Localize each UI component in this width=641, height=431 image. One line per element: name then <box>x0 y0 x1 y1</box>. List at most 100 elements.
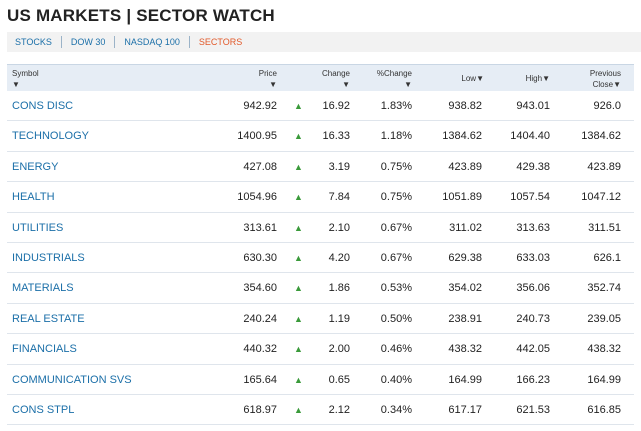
high-cell: 429.38 <box>516 160 550 173</box>
previous-close-cell: 616.85 <box>587 403 621 416</box>
sector-symbol-link[interactable]: INDUSTRIALS <box>12 251 85 264</box>
table-row: UTILITIES 313.61 ▲ 2.10 0.67% 311.02 313.63 311… <box>7 213 634 243</box>
up-arrow-icon: ▲ <box>294 283 303 294</box>
sector-symbol-link[interactable]: HEALTH <box>12 191 55 204</box>
previous-close-cell: 438.32 <box>587 343 621 356</box>
market-tabs: STOCKS DOW 30 NASDAQ 100 SECTORS <box>7 32 641 52</box>
previous-close-cell: 926.0 <box>593 100 621 112</box>
pct-change-cell: 0.46% <box>380 343 412 356</box>
up-arrow-icon: ▲ <box>294 161 303 172</box>
low-cell: 1384.62 <box>442 130 482 143</box>
price-cell: 618.97 <box>243 403 277 416</box>
low-cell: 617.17 <box>448 403 482 416</box>
change-cell: 16.92 <box>322 100 350 112</box>
change-cell: 3.19 <box>328 160 350 173</box>
price-cell: 630.30 <box>243 251 277 264</box>
up-arrow-icon: ▲ <box>294 222 303 233</box>
column-header-high[interactable]: High▼ <box>526 73 550 84</box>
high-cell: 1404.40 <box>510 130 550 143</box>
change-cell: 2.12 <box>328 403 350 416</box>
pct-change-cell: 0.40% <box>380 373 412 386</box>
sector-symbol-link[interactable]: MATERIALS <box>12 282 74 295</box>
sector-symbol-link[interactable]: CONS STPL <box>12 403 75 416</box>
previous-close-cell: 352.74 <box>587 282 621 295</box>
column-header-close-label: Close <box>592 80 614 89</box>
change-cell: 1.19 <box>328 312 350 325</box>
previous-close-cell: 626.1 <box>593 251 621 264</box>
table-row: ENERGY 427.08 ▲ 3.19 0.75% 423.89 429.38 423.89 <box>7 152 634 183</box>
column-header-low-label: Low <box>461 74 477 83</box>
pct-change-cell: 0.67% <box>380 251 412 264</box>
column-header-price-label: Price <box>258 69 277 78</box>
column-header-high-label: High <box>525 74 543 83</box>
sector-symbol-link[interactable]: UTILITIES <box>12 221 64 234</box>
tab-sectors[interactable]: SECTORS <box>198 37 243 47</box>
sector-symbol-link[interactable]: CONS DISC <box>12 100 74 112</box>
sort-arrow-icon: ▼ <box>404 80 412 89</box>
table-row: INDUSTRIALS 630.30 ▲ 4.20 0.67% 629.38 633.03 6… <box>7 243 634 274</box>
price-cell: 440.32 <box>243 343 277 356</box>
tab-dow-30[interactable]: DOW 30 <box>62 36 116 48</box>
high-cell: 943.01 <box>516 100 550 112</box>
column-header-low[interactable]: Low▼ <box>461 73 484 84</box>
sector-symbol-link[interactable]: TECHNOLOGY <box>12 130 90 143</box>
sort-arrow-icon: ▼ <box>342 80 350 89</box>
low-cell: 1051.89 <box>442 191 482 204</box>
pct-change-cell: 1.18% <box>380 130 412 143</box>
high-cell: 1057.54 <box>510 191 550 204</box>
previous-close-cell: 1384.62 <box>581 130 621 143</box>
change-cell: 4.20 <box>328 251 350 264</box>
sector-symbol-link[interactable]: ENERGY <box>12 160 59 173</box>
table-row: COMMUNICATION SVS 165.64 ▲ 0.65 0.40% 164.99 1… <box>7 365 634 395</box>
tab-stocks[interactable]: STOCKS <box>13 36 62 48</box>
column-header-change[interactable]: Change ▼ <box>322 68 350 90</box>
change-cell: 2.10 <box>328 221 350 234</box>
pct-change-cell: 0.75% <box>380 160 412 173</box>
high-cell: 240.73 <box>516 312 550 325</box>
sector-symbol-link[interactable]: FINANCIALS <box>12 343 77 356</box>
price-cell: 942.92 <box>243 100 277 112</box>
up-arrow-icon: ▲ <box>294 313 303 324</box>
sector-symbol-link[interactable]: REAL ESTATE <box>12 312 85 325</box>
table-row: HEALTH 1054.96 ▲ 7.84 0.75% 1051.89 1057.54 104… <box>7 182 634 213</box>
pct-change-cell: 0.67% <box>380 221 412 234</box>
high-cell: 633.03 <box>516 251 550 264</box>
table-header: Symbol ▼ Price ▼ Change ▼ %Change ▼ Low▼… <box>7 64 634 91</box>
sort-arrow-icon: ▼ <box>476 74 484 83</box>
up-arrow-icon: ▲ <box>294 101 303 111</box>
change-cell: 2.00 <box>328 343 350 356</box>
low-cell: 423.89 <box>448 160 482 173</box>
sector-table-body: CONS DISC 942.92 ▲ 16.92 1.83% 938.82 943.01 92… <box>7 91 634 426</box>
price-cell: 313.61 <box>243 221 277 234</box>
previous-close-cell: 311.51 <box>588 221 621 234</box>
column-header-change-label: Change <box>321 69 350 78</box>
column-header-pct-change[interactable]: %Change ▼ <box>377 68 412 90</box>
table-row: REAL ESTATE 240.24 ▲ 1.19 0.50% 238.91 240.73 2… <box>7 304 634 335</box>
column-header-previous-close[interactable]: Previous Close▼ <box>590 68 621 90</box>
pct-change-cell: 0.75% <box>380 191 412 204</box>
high-cell: 621.53 <box>516 403 550 416</box>
price-cell: 354.60 <box>243 282 277 295</box>
sector-symbol-link[interactable]: COMMUNICATION SVS <box>12 373 132 386</box>
price-cell: 240.24 <box>243 312 277 325</box>
change-cell: 0.65 <box>328 373 350 386</box>
tab-nasdaq-100[interactable]: NASDAQ 100 <box>115 36 190 48</box>
high-cell: 166.23 <box>516 373 550 386</box>
price-cell: 1054.96 <box>237 191 277 204</box>
up-arrow-icon: ▲ <box>294 344 303 355</box>
price-cell: 165.64 <box>243 373 277 386</box>
price-cell: 1400.95 <box>237 130 277 143</box>
sort-arrow-icon: ▼ <box>269 80 277 89</box>
change-cell: 1.86 <box>328 282 350 295</box>
table-row: TECHNOLOGY 1400.95 ▲ 16.33 1.18% 1384.62 1404.… <box>7 121 634 152</box>
pct-change-cell: 0.34% <box>380 403 412 416</box>
column-header-pct-change-label: %Change <box>376 69 412 78</box>
change-cell: 16.33 <box>322 130 350 143</box>
sort-arrow-icon: ▼ <box>12 80 20 89</box>
table-row: FINANCIALS 440.32 ▲ 2.00 0.46% 438.32 442.05 43… <box>7 334 634 365</box>
column-header-symbol-label: Symbol <box>12 69 39 78</box>
column-header-symbol[interactable]: Symbol ▼ <box>12 68 39 90</box>
low-cell: 629.38 <box>448 251 482 264</box>
previous-close-cell: 1047.12 <box>581 191 621 204</box>
column-header-price[interactable]: Price ▼ <box>259 68 277 90</box>
